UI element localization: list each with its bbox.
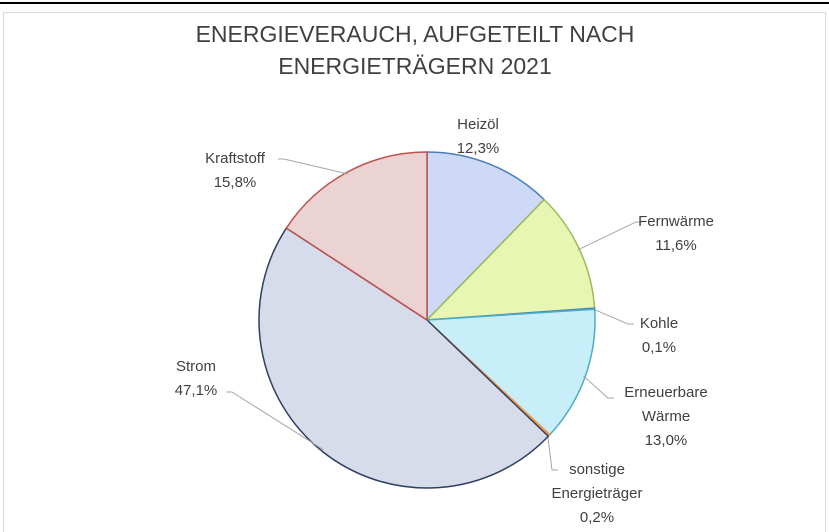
chart-border <box>3 12 826 532</box>
data-label: Fernwärme 11,6% <box>621 210 731 258</box>
label-value: 13,0% <box>644 432 688 449</box>
leader-line <box>577 221 642 251</box>
label-value: 15,8% <box>213 174 257 191</box>
data-label: sonstige Energieträger 0,2% <box>537 458 657 530</box>
label-value: 0,2% <box>579 509 615 526</box>
pie-slice <box>426 151 546 322</box>
pie-slice <box>285 151 428 322</box>
label-value: 12,3% <box>456 140 500 157</box>
leader-line <box>278 158 349 175</box>
label-name: Kraftstoff <box>205 150 265 167</box>
pie-slice <box>425 308 596 436</box>
data-label: Heizöl 12,3% <box>418 113 538 161</box>
label-name: Strom <box>175 358 216 375</box>
label-value: 47,1% <box>174 382 218 399</box>
chart-title: ENERGIEVERAUCH, AUFGETEILT NACH ENERGIET… <box>195 21 635 79</box>
label-name: Fernwärme <box>638 213 714 230</box>
label-name: Kohle <box>639 315 679 332</box>
data-label: Kraftstoff 15,8% <box>185 147 285 195</box>
label-value: 11,6% <box>655 237 697 254</box>
data-label: Erneuerbare Wärme 13,0% <box>611 381 721 453</box>
label-name: sonstige Energieträger <box>551 461 643 502</box>
leader-line <box>582 375 614 399</box>
label-name: Heizöl <box>457 116 499 133</box>
data-label: Kohle 0,1% <box>619 312 699 360</box>
data-label: Strom 47,1% <box>151 355 241 403</box>
label-name: Erneuerbare Wärme <box>624 384 708 425</box>
leader-line <box>226 391 324 451</box>
pie-slice <box>258 227 550 489</box>
label-value: 0,1% <box>641 339 677 356</box>
leader-line <box>592 308 634 325</box>
leader-line <box>547 434 558 471</box>
